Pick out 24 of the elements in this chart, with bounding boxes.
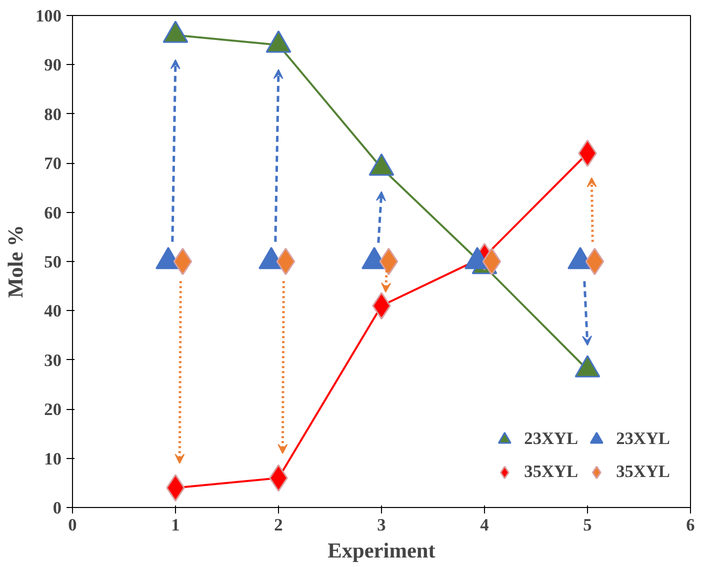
y-tick-label: 60 [44, 203, 62, 222]
y-tick-label: 0 [52, 498, 62, 518]
legend-label: 35XYL [616, 462, 670, 482]
y-tick-label: 80 [44, 104, 62, 124]
x-axis-title: Experiment [328, 538, 436, 562]
y-tick-label: 70 [44, 154, 62, 174]
legend-label: 23XYL [524, 429, 578, 449]
x-tick-label: 2 [274, 516, 283, 534]
x-tick-label: 0 [68, 516, 77, 534]
y-tick-label: 90 [44, 56, 62, 75]
y-tick-label: 10 [44, 449, 62, 468]
y-tick-label: 40 [44, 302, 62, 321]
x-tick-label: 5 [583, 516, 592, 534]
x-tick-label: 1 [171, 516, 180, 534]
x-tick-label: 4 [480, 516, 490, 534]
x-tick-label: 3 [377, 516, 386, 534]
x-tick-label: 6 [686, 516, 696, 534]
y-tick-label: 50 [44, 252, 62, 272]
y-tick-label: 100 [36, 6, 62, 26]
y-axis-title: Mole % [4, 225, 28, 298]
y-tick-label: 20 [44, 400, 62, 420]
legend-label: 23XYL [616, 429, 670, 449]
legend-label: 35XYL [524, 462, 578, 482]
y-tick-label: 30 [44, 350, 62, 370]
